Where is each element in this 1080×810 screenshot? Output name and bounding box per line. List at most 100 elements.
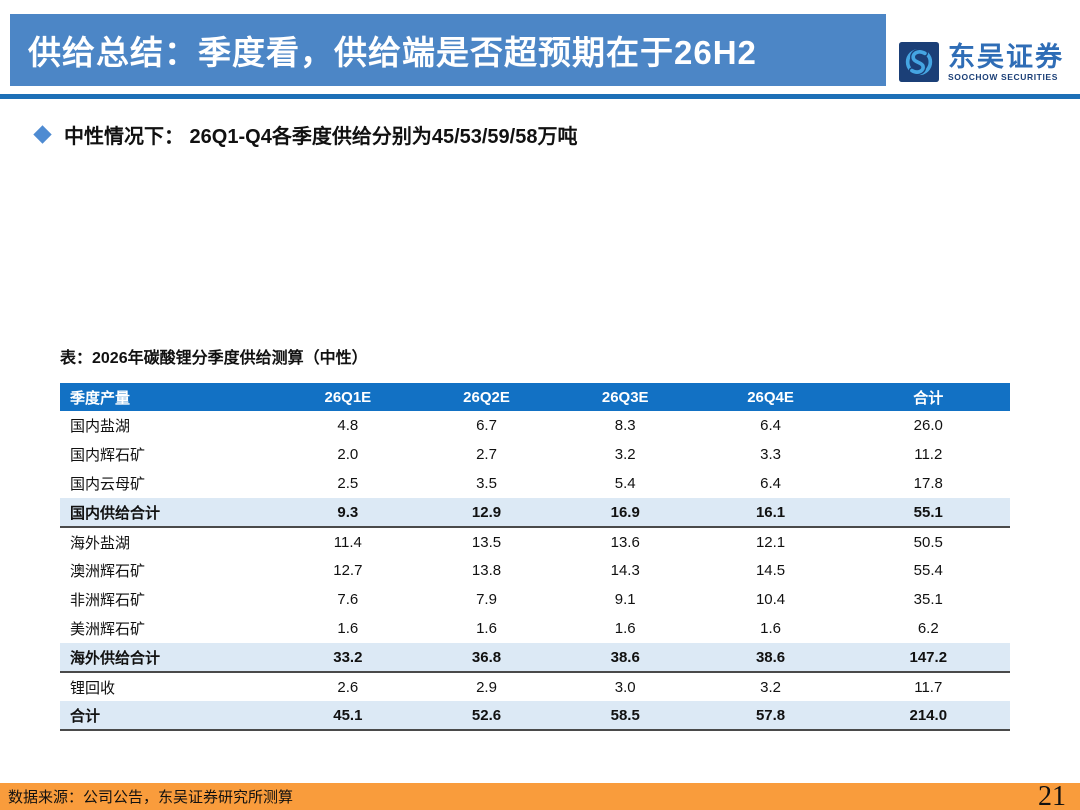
brand-logo: 东吴证券 SOOCHOW SECURITIES — [899, 42, 1064, 82]
row-label: 海外盐湖 — [60, 527, 279, 556]
row-label: 美洲辉石矿 — [60, 614, 279, 643]
cell-value: 2.5 — [278, 469, 418, 498]
key-point-text: 中性情况下： 26Q1-Q4各季度供给分别为45/53/59/58万吨 — [64, 125, 578, 148]
column-header: 26Q4E — [694, 383, 847, 411]
cell-value: 2.7 — [417, 440, 556, 469]
cell-value: 17.8 — [846, 469, 1010, 498]
cell-value: 3.2 — [555, 440, 695, 469]
row-label: 国内盐湖 — [60, 411, 279, 440]
table-body: 国内盐湖 4.8 6.7 8.3 6.4 26.0 国内辉石矿 2.0 2.7 3.2 3.3 11.… — [60, 411, 1010, 731]
footer-bar: 数据来源：公司公告，东吴证券研究所测算 21 — [0, 783, 1080, 810]
row-label: 国内供给合计 — [60, 498, 279, 528]
cell-value: 55.1 — [846, 498, 1010, 528]
cell-value: 5.4 — [555, 469, 695, 498]
row-label: 国内辉石矿 — [60, 440, 279, 469]
column-header: 26Q1E — [278, 383, 418, 411]
table-subtotal-row: 海外供给合计 33.2 36.8 38.6 38.6 147.2 — [60, 643, 1010, 673]
supply-table: 季度产量 26Q1E 26Q2E 26Q3E 26Q4E 合计 国内盐湖 4.8 6.7 8.3… — [60, 383, 1010, 731]
cell-value: 58.5 — [555, 701, 695, 731]
data-source: 数据来源：公司公告，东吴证券研究所测算 — [8, 789, 294, 806]
cell-value: 14.3 — [555, 556, 695, 585]
cell-value: 9.3 — [278, 498, 418, 528]
column-header: 26Q2E — [417, 383, 556, 411]
cell-value: 6.4 — [694, 411, 847, 440]
row-label: 合计 — [60, 701, 279, 731]
cell-value: 7.6 — [278, 585, 418, 614]
cell-value: 11.7 — [846, 672, 1010, 701]
header-divider — [0, 94, 1080, 99]
cell-value: 2.9 — [417, 672, 556, 701]
row-label: 非洲辉石矿 — [60, 585, 279, 614]
cell-value: 26.0 — [846, 411, 1010, 440]
key-point: 中性情况下： 26Q1-Q4各季度供给分别为45/53/59/58万吨 — [33, 119, 578, 149]
cell-value: 33.2 — [278, 643, 418, 673]
soochow-logo-icon — [899, 42, 939, 82]
column-header: 合计 — [846, 383, 1010, 411]
cell-value: 55.4 — [846, 556, 1010, 585]
cell-value: 38.6 — [555, 643, 695, 673]
brand-name-en: SOOCHOW SECURITIES — [948, 71, 1058, 82]
cell-value: 16.1 — [694, 498, 847, 528]
cell-value: 9.1 — [555, 585, 695, 614]
row-label: 海外供给合计 — [60, 643, 279, 673]
cell-value: 1.6 — [555, 614, 695, 643]
cell-value: 13.6 — [555, 527, 695, 556]
cell-value: 12.1 — [694, 527, 847, 556]
cell-value: 3.2 — [694, 672, 847, 701]
cell-value: 12.7 — [278, 556, 418, 585]
table-title: 表：2026年碳酸锂分季度供给测算（中性） — [60, 350, 368, 367]
cell-value: 1.6 — [278, 614, 418, 643]
cell-value: 16.9 — [555, 498, 695, 528]
table-row: 锂回收 2.6 2.9 3.0 3.2 11.7 — [60, 672, 1010, 701]
table-subtotal-row: 合计 45.1 52.6 58.5 57.8 214.0 — [60, 701, 1010, 731]
table-row: 美洲辉石矿 1.6 1.6 1.6 1.6 6.2 — [60, 614, 1010, 643]
cell-value: 13.8 — [417, 556, 556, 585]
cell-value: 45.1 — [278, 701, 418, 731]
column-header: 26Q3E — [555, 383, 695, 411]
cell-value: 36.8 — [417, 643, 556, 673]
cell-value: 52.6 — [417, 701, 556, 731]
table-row: 国内盐湖 4.8 6.7 8.3 6.4 26.0 — [60, 411, 1010, 440]
slide-title-banner: 供给总结：季度看，供给端是否超预期在于26H2 — [10, 14, 886, 86]
cell-value: 50.5 — [846, 527, 1010, 556]
cell-value: 35.1 — [846, 585, 1010, 614]
table-row: 国内云母矿 2.5 3.5 5.4 6.4 17.8 — [60, 469, 1010, 498]
diamond-bullet-icon — [33, 124, 52, 144]
table-subtotal-row: 国内供给合计 9.3 12.9 16.9 16.1 55.1 — [60, 498, 1010, 528]
cell-value: 3.0 — [555, 672, 695, 701]
page-title: 供给总结：季度看，供给端是否超预期在于26H2 — [28, 34, 757, 71]
cell-value: 8.3 — [555, 411, 695, 440]
cell-value: 4.8 — [278, 411, 418, 440]
cell-value: 6.4 — [694, 469, 847, 498]
cell-value: 147.2 — [846, 643, 1010, 673]
page-number: 21 — [1038, 781, 1066, 810]
cell-value: 1.6 — [694, 614, 847, 643]
cell-value: 3.5 — [417, 469, 556, 498]
row-label: 澳洲辉石矿 — [60, 556, 279, 585]
cell-value: 2.6 — [278, 672, 418, 701]
table-row: 澳洲辉石矿 12.7 13.8 14.3 14.5 55.4 — [60, 556, 1010, 585]
table-row: 海外盐湖 11.4 13.5 13.6 12.1 50.5 — [60, 527, 1010, 556]
cell-value: 1.6 — [417, 614, 556, 643]
row-label: 锂回收 — [60, 672, 279, 701]
cell-value: 38.6 — [694, 643, 847, 673]
cell-value: 12.9 — [417, 498, 556, 528]
cell-value: 6.2 — [846, 614, 1010, 643]
brand-wordmark: 东吴证券 SOOCHOW SECURITIES — [948, 43, 1064, 82]
supply-table-section: 表：2026年碳酸锂分季度供给测算（中性） 季度产量 26Q1E 26Q2E 26Q3… — [60, 344, 1010, 731]
cell-value: 3.3 — [694, 440, 847, 469]
cell-value: 13.5 — [417, 527, 556, 556]
cell-value: 10.4 — [694, 585, 847, 614]
cell-value: 11.4 — [278, 527, 418, 556]
row-label: 国内云母矿 — [60, 469, 279, 498]
cell-value: 2.0 — [278, 440, 418, 469]
column-header-label: 季度产量 — [60, 383, 279, 411]
table-row: 国内辉石矿 2.0 2.7 3.2 3.3 11.2 — [60, 440, 1010, 469]
table-row: 非洲辉石矿 7.6 7.9 9.1 10.4 35.1 — [60, 585, 1010, 614]
cell-value: 7.9 — [417, 585, 556, 614]
cell-value: 6.7 — [417, 411, 556, 440]
table-header-row: 季度产量 26Q1E 26Q2E 26Q3E 26Q4E 合计 — [60, 383, 1010, 411]
cell-value: 11.2 — [846, 440, 1010, 469]
brand-name-cn: 东吴证券 — [948, 41, 1064, 72]
